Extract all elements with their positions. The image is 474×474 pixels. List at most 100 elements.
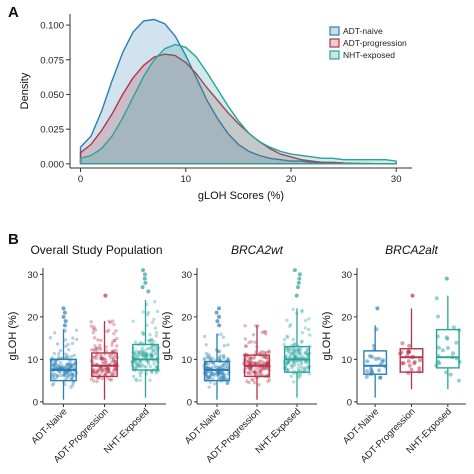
data-point (141, 354, 145, 358)
data-point (296, 363, 300, 367)
data-point (306, 360, 310, 365)
data-point (218, 376, 222, 380)
data-point (248, 366, 252, 370)
data-point (307, 327, 311, 332)
data-point (115, 344, 119, 348)
data-point (145, 353, 149, 357)
data-point (206, 376, 211, 380)
data-point (249, 366, 254, 370)
data-point (93, 344, 97, 348)
data-point (150, 337, 154, 342)
data-point (89, 377, 94, 382)
data-point (92, 355, 97, 359)
data-point (206, 362, 211, 366)
data-point (257, 383, 261, 387)
data-point (226, 357, 230, 361)
data-point (55, 363, 59, 368)
data-point (217, 365, 221, 369)
data-point (148, 333, 152, 337)
data-point (71, 336, 75, 340)
data-point (91, 327, 96, 331)
data-point (154, 352, 158, 356)
y-tick-label: 20 (181, 312, 192, 323)
data-point (138, 359, 142, 364)
data-point (213, 371, 218, 375)
data-point (69, 366, 73, 370)
y-tick-label: 0.025 (40, 125, 64, 136)
data-point (298, 372, 302, 376)
data-point (208, 366, 213, 370)
data-point (138, 378, 142, 383)
data-point (57, 355, 61, 359)
data-point (150, 320, 155, 325)
data-point (69, 385, 73, 389)
data-point (70, 371, 74, 375)
data-point (107, 319, 111, 323)
data-point (150, 371, 154, 375)
data-point (106, 376, 110, 380)
data-point (261, 367, 265, 371)
data-point (106, 367, 110, 371)
data-point (100, 370, 104, 375)
data-point (253, 370, 257, 374)
data-point (220, 370, 225, 375)
data-point (252, 355, 257, 359)
data-point (249, 356, 253, 361)
data-point (292, 360, 296, 364)
data-point (60, 364, 64, 368)
data-point (409, 367, 414, 372)
data-point (104, 361, 108, 365)
data-point (140, 330, 145, 334)
data-point (105, 367, 110, 371)
y-axis-title: Density (19, 72, 31, 109)
data-point (114, 329, 118, 333)
data-point (296, 355, 301, 360)
data-point (246, 359, 251, 363)
density-plot: 0.000 0.025 0.050 0.075 0.100 0 10 20 30 gLOH Sco… (19, 14, 412, 202)
data-point (71, 373, 75, 377)
data-point (290, 364, 294, 368)
data-point (52, 362, 56, 367)
data-point (264, 361, 269, 365)
data-point (142, 332, 146, 336)
data-point (69, 364, 74, 368)
data-point (52, 374, 56, 378)
data-point (58, 365, 62, 369)
data-point (140, 362, 144, 366)
data-point (296, 366, 300, 370)
data-point (94, 356, 98, 361)
data-point (206, 356, 210, 360)
data-point (153, 300, 157, 304)
data-point (445, 336, 450, 341)
data-point (148, 378, 152, 382)
data-point (140, 364, 144, 368)
box (435, 328, 460, 369)
data-point (205, 376, 210, 381)
data-point (144, 355, 149, 359)
data-point (217, 366, 221, 370)
data-point (303, 366, 307, 370)
data-point (285, 368, 289, 372)
data-point (103, 368, 107, 372)
y-tick-label: 30 (181, 270, 192, 281)
data-point (153, 351, 157, 355)
x-tick-label: ADT-Naive (183, 406, 223, 446)
data-point (65, 370, 69, 375)
data-point (216, 373, 220, 377)
data-point (253, 371, 258, 375)
data-point (292, 361, 296, 365)
data-point (365, 359, 370, 364)
data-point (220, 371, 224, 376)
data-point (304, 318, 308, 323)
data-point (104, 366, 108, 370)
data-point (72, 362, 77, 366)
box-group-nht-exposed (434, 276, 462, 390)
data-point (51, 364, 55, 368)
box-group-nht-exposed (130, 268, 161, 398)
outlier-point (297, 276, 302, 281)
data-point (285, 349, 289, 353)
data-point (259, 368, 263, 373)
facet-title: BRCA2wt (231, 243, 284, 257)
data-point (436, 345, 441, 350)
data-point (55, 366, 59, 370)
